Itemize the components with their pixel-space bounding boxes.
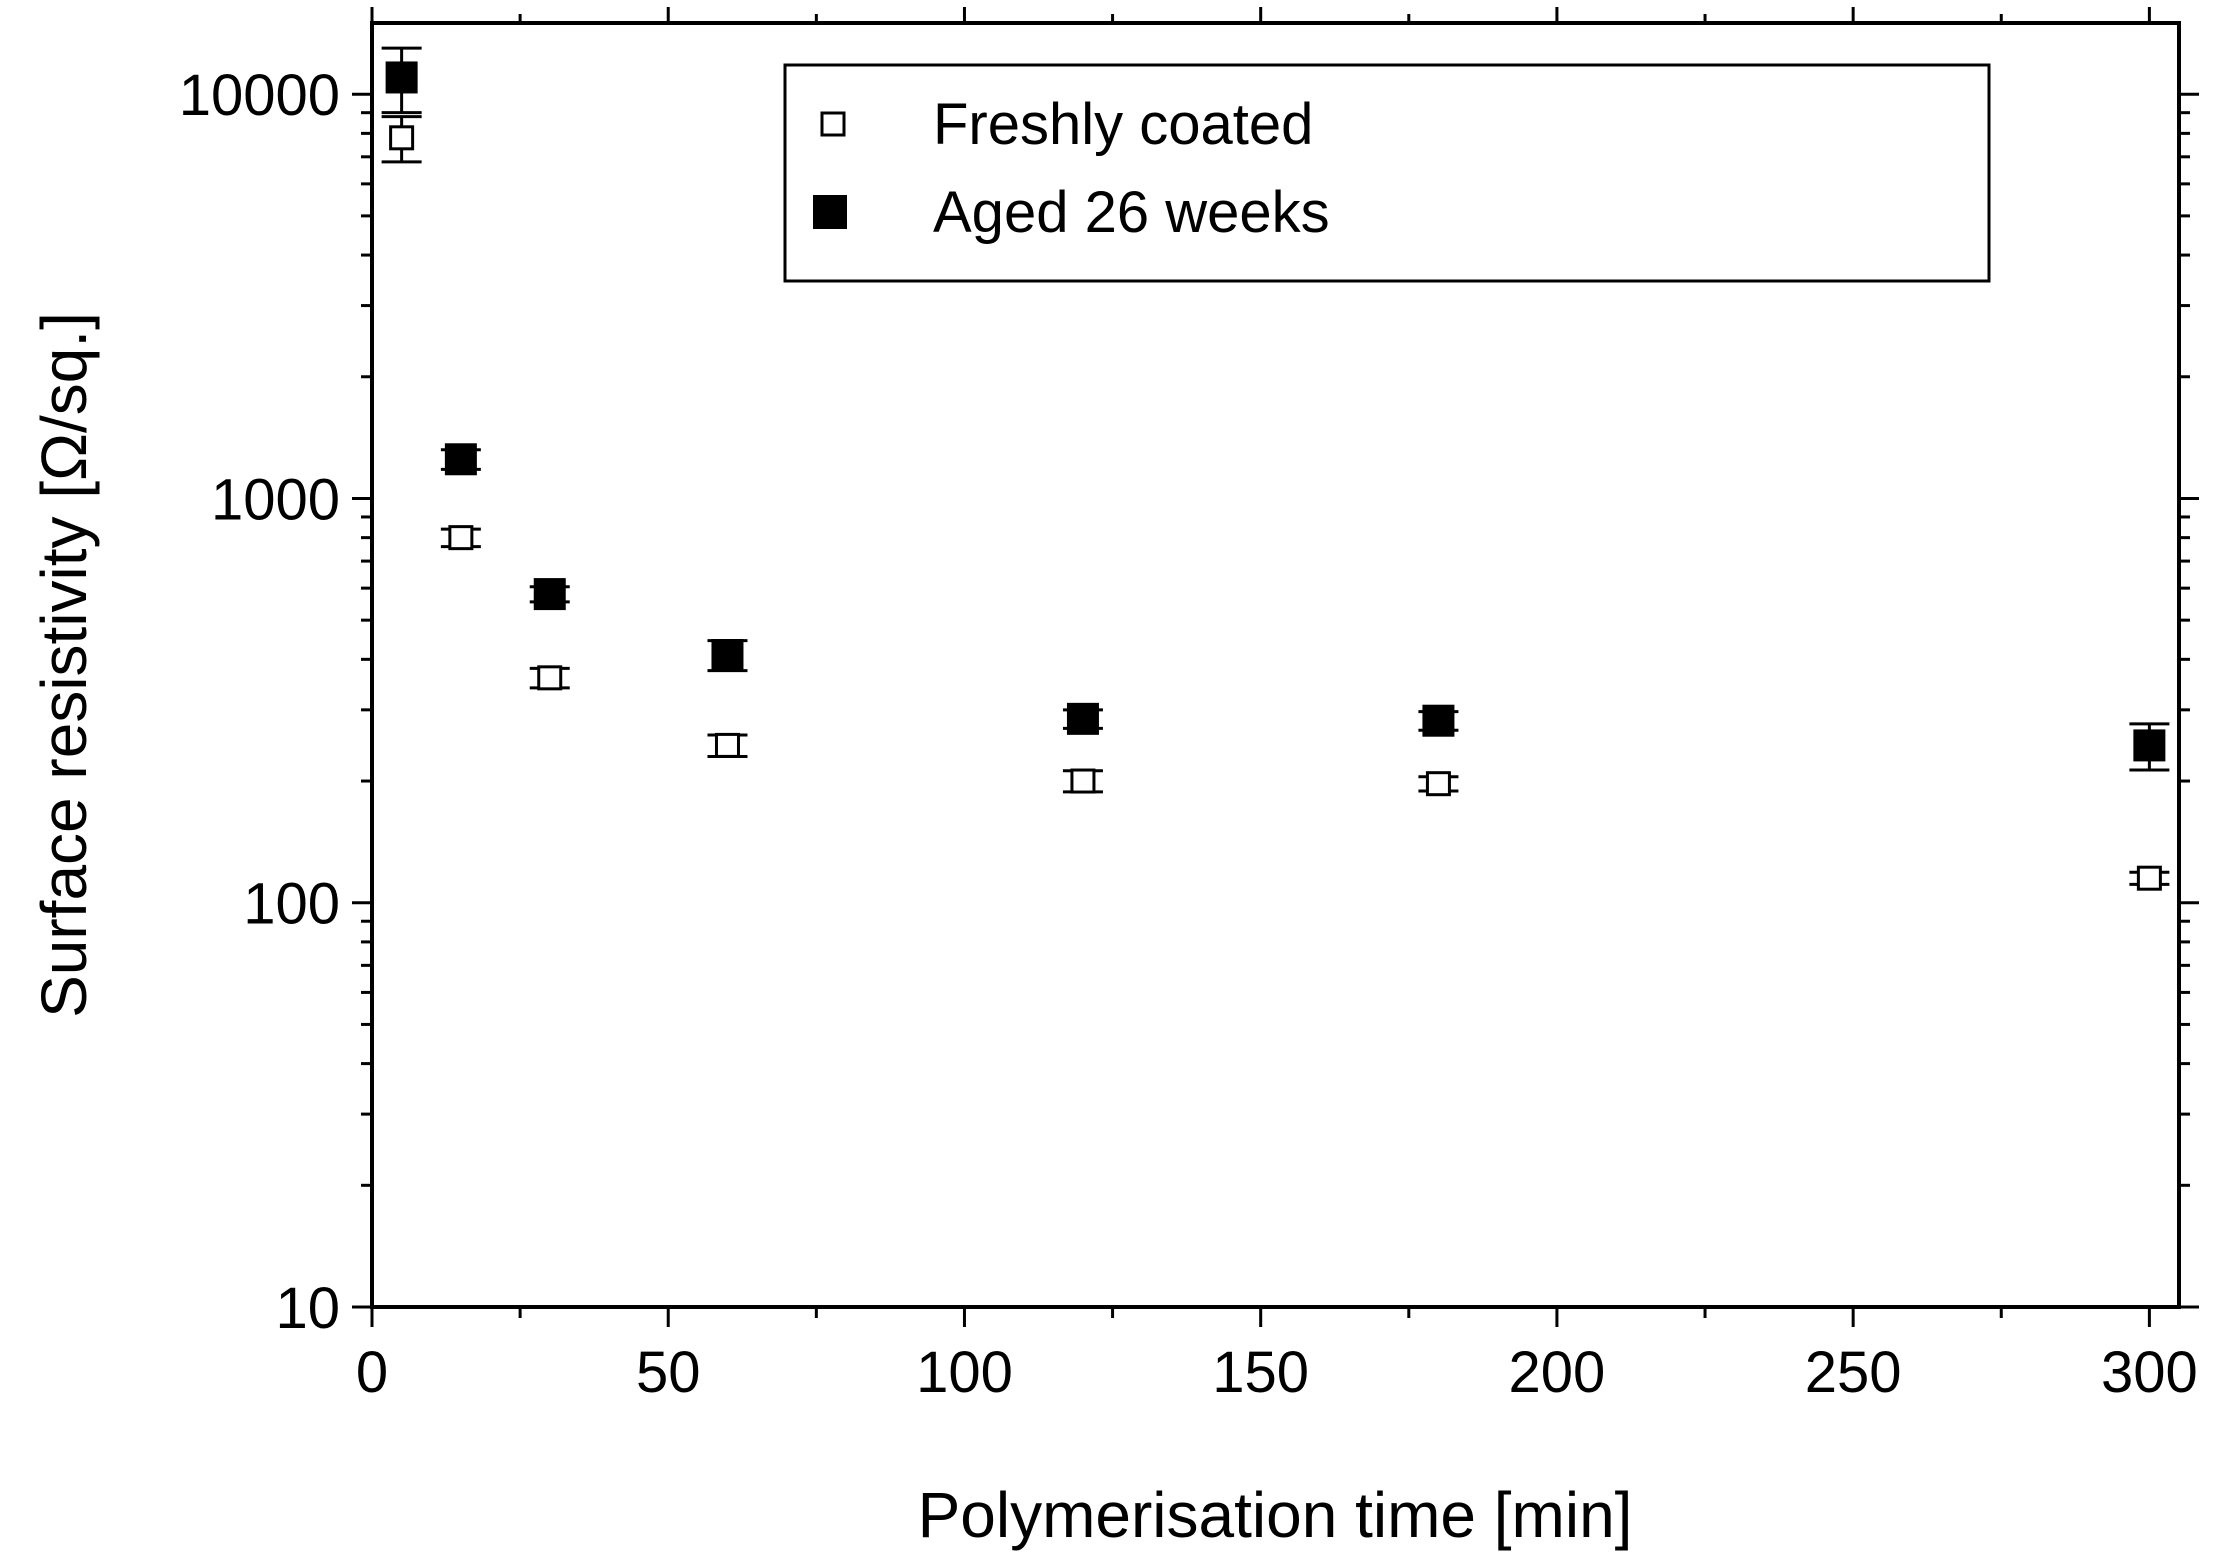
legend: Freshly coated Aged 26 weeks — [783, 63, 1991, 283]
data-series — [381, 46, 2170, 891]
legend-label-freshly-coated: Freshly coated — [933, 92, 1313, 157]
data-point — [1422, 704, 1455, 737]
data-point — [2133, 729, 2166, 762]
y-axis-title: Surface resistivity [Ω/sq.] — [28, 312, 100, 1018]
data-point — [385, 61, 418, 94]
data-point — [711, 638, 744, 671]
x-tick-label-50: 50 — [636, 1340, 701, 1405]
series-aged-26-weeks — [381, 46, 2170, 772]
y-tick-label-1000: 1000 — [211, 467, 340, 532]
legend-marker-aged-26-weeks — [813, 195, 847, 229]
legend-marker-freshly-coated — [820, 111, 846, 137]
data-point — [2136, 865, 2162, 891]
data-point — [714, 732, 740, 758]
x-tick-label-0: 0 — [356, 1340, 388, 1405]
data-point — [1066, 702, 1099, 735]
legend-label-aged-26-weeks: Aged 26 weeks — [933, 180, 1330, 245]
data-point — [1070, 768, 1096, 794]
data-point — [533, 578, 566, 611]
plot-frame — [370, 21, 2181, 1309]
x-tick-label-250: 250 — [1805, 1340, 1902, 1405]
data-point — [537, 665, 563, 691]
x-tick-label-200: 200 — [1509, 1340, 1606, 1405]
y-axis-ticks — [352, 92, 2199, 1309]
series-freshly-coated — [381, 115, 2170, 891]
x-tick-label-150: 150 — [1212, 1340, 1309, 1405]
data-point — [444, 443, 477, 476]
x-tick-label-100: 100 — [916, 1340, 1013, 1405]
data-point — [1425, 771, 1451, 797]
x-tick-label-300: 300 — [2101, 1340, 2198, 1405]
data-point — [389, 125, 415, 151]
x-axis-tick-labels: 0 50 100 150 200 250 300 — [356, 1340, 2198, 1405]
data-point — [448, 525, 474, 551]
y-tick-label-10000: 10000 — [179, 63, 340, 128]
y-axis-tick-labels: 10 100 1000 10000 — [179, 63, 340, 1341]
legend-box — [783, 63, 1991, 283]
x-axis-ticks — [370, 7, 2151, 1327]
x-axis-title: Polymerisation time [min] — [918, 1479, 1633, 1551]
y-tick-label-100: 100 — [243, 872, 340, 937]
y-tick-label-10: 10 — [275, 1276, 340, 1341]
